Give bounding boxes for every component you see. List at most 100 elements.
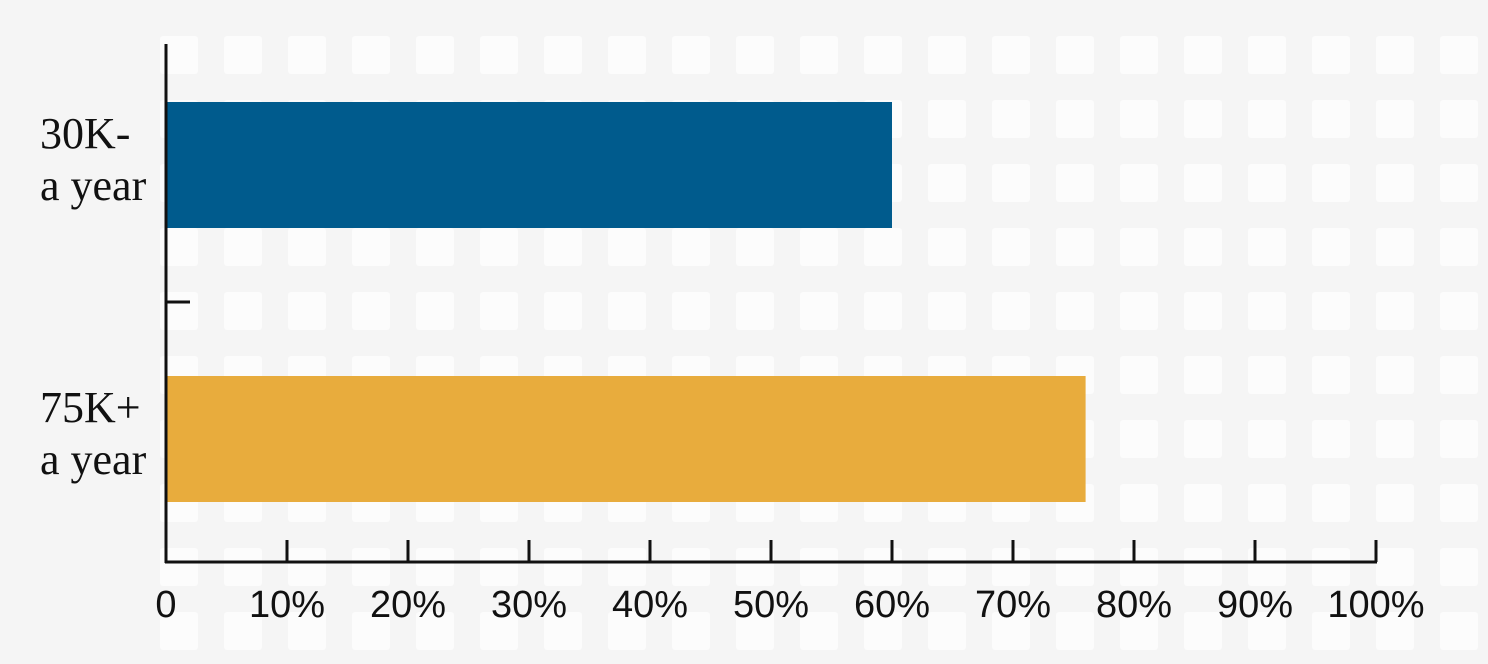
background-square [1440, 36, 1478, 74]
category-label-0-line-1: a year [40, 161, 147, 210]
background-square [928, 36, 966, 74]
background-square [928, 164, 966, 202]
background-square [1120, 228, 1158, 266]
background-square [480, 292, 518, 330]
background-square [928, 548, 966, 586]
background-square [1056, 100, 1094, 138]
background-square [1440, 164, 1478, 202]
background-square [800, 228, 838, 266]
background-square [1440, 484, 1478, 522]
background-square [1440, 228, 1478, 266]
background-square [608, 612, 646, 650]
background-square [160, 548, 198, 586]
background-square [1376, 228, 1414, 266]
background-square [416, 548, 454, 586]
background-square [1440, 612, 1478, 650]
background-square [608, 292, 646, 330]
background-square [1440, 100, 1478, 138]
background-square [1248, 548, 1286, 586]
background-square [1184, 420, 1222, 458]
background-square [288, 228, 326, 266]
background-square [1120, 164, 1158, 202]
background-square [736, 548, 774, 586]
background-square [352, 292, 390, 330]
background-square [1248, 292, 1286, 330]
background-square [416, 292, 454, 330]
background-square [416, 612, 454, 650]
background-square [1312, 548, 1350, 586]
bar-1 [166, 376, 1086, 502]
background-square [416, 228, 454, 266]
background-square [288, 36, 326, 74]
background-square [1056, 548, 1094, 586]
background-square [608, 36, 646, 74]
background-square [224, 548, 262, 586]
background-square [992, 228, 1030, 266]
category-label-1-line-1: a year [40, 435, 147, 484]
background-square [736, 36, 774, 74]
background-square [160, 228, 198, 266]
background-square [1184, 292, 1222, 330]
background-square [1120, 612, 1158, 650]
background-square [672, 612, 710, 650]
background-square [1440, 420, 1478, 458]
background-square [1376, 484, 1414, 522]
x-tick-label: 40% [612, 584, 688, 626]
background-square [1120, 36, 1158, 74]
background-square [672, 36, 710, 74]
background-square [224, 612, 262, 650]
background-square [1440, 356, 1478, 394]
x-tick-label: 60% [854, 584, 930, 626]
background-square [608, 228, 646, 266]
background-square [1248, 100, 1286, 138]
background-square [416, 36, 454, 74]
background-square [1376, 612, 1414, 650]
background-square [1248, 612, 1286, 650]
background-square [1248, 228, 1286, 266]
background-square [1376, 356, 1414, 394]
background-square [480, 612, 518, 650]
background-square [1312, 420, 1350, 458]
bar-0 [166, 102, 892, 228]
bars-layer [166, 102, 1086, 502]
background-square [1120, 292, 1158, 330]
background-square [1312, 292, 1350, 330]
background-square [800, 612, 838, 650]
background-square [160, 612, 198, 650]
background-square [736, 612, 774, 650]
background-square [1248, 36, 1286, 74]
background-square [800, 292, 838, 330]
background-square [352, 228, 390, 266]
background-square [544, 228, 582, 266]
background-square [1312, 100, 1350, 138]
background-square [480, 228, 518, 266]
background-square [352, 548, 390, 586]
background-square [992, 164, 1030, 202]
background-square [1056, 164, 1094, 202]
background-square [1184, 164, 1222, 202]
x-tick-label: 70% [975, 584, 1051, 626]
background-square [160, 36, 198, 74]
background-square [1248, 420, 1286, 458]
background-square [1184, 548, 1222, 586]
x-tick-label: 30% [491, 584, 567, 626]
background-square [864, 292, 902, 330]
background-square [224, 292, 262, 330]
background-square [352, 36, 390, 74]
background-square [1312, 164, 1350, 202]
background-square [928, 100, 966, 138]
background-square [1440, 292, 1478, 330]
background-square [992, 100, 1030, 138]
background-square [1376, 420, 1414, 458]
background-square [672, 292, 710, 330]
x-tick-label: 0 [155, 584, 176, 626]
background-square [1312, 228, 1350, 266]
background-square [1120, 548, 1158, 586]
background-square [992, 548, 1030, 586]
background-square [1312, 612, 1350, 650]
background-square [288, 612, 326, 650]
x-ticks-layer: 0 10% 20% 30% 40% 50% 60% 70% 80% 90% 100% [155, 540, 1425, 626]
